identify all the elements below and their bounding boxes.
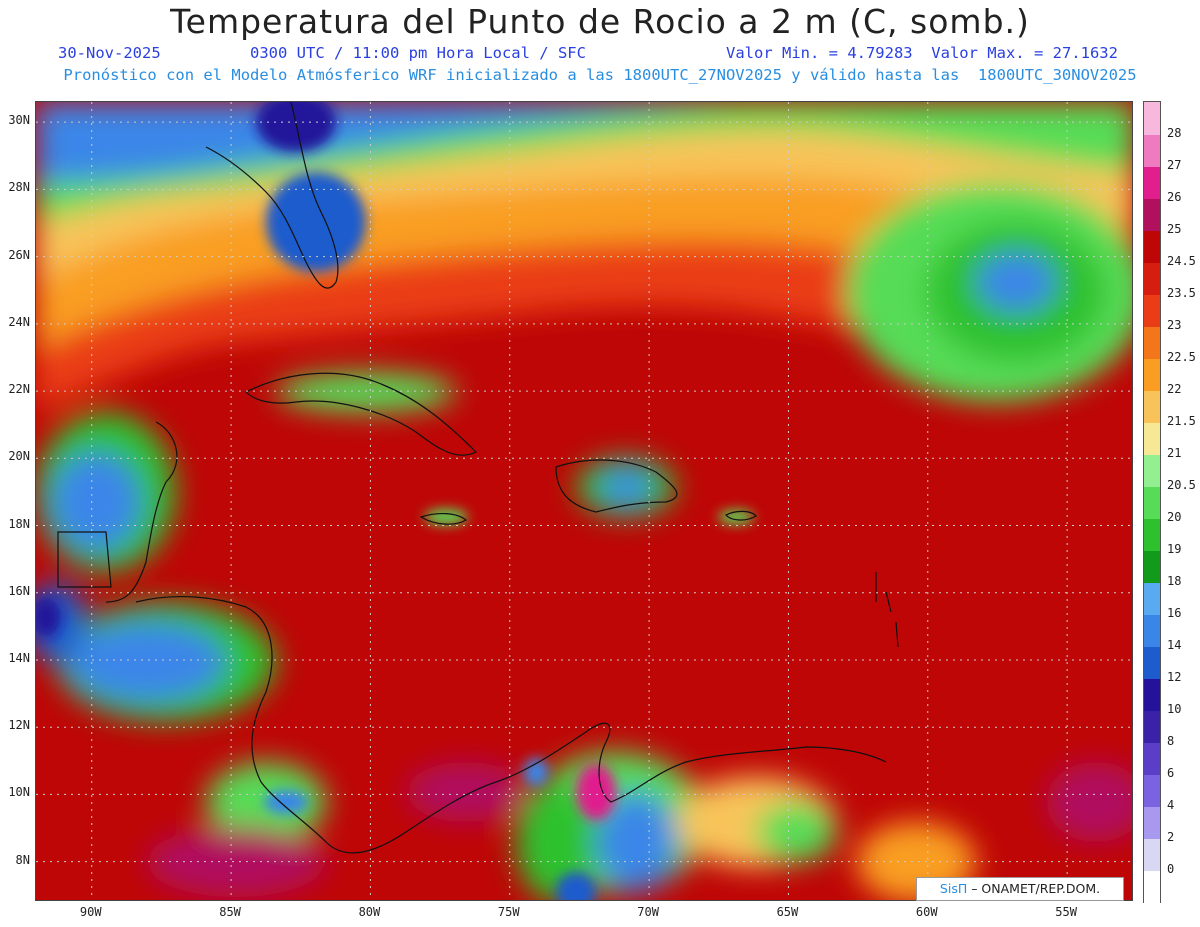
lon-tick-label: 85W	[219, 905, 241, 919]
legend-swatch	[1144, 166, 1160, 199]
legend-level-label: 16	[1167, 606, 1182, 620]
legend-level-label: 25	[1167, 222, 1182, 236]
lon-tick-label: 80W	[358, 905, 381, 919]
color-legend	[1143, 101, 1161, 903]
legend-level-label: 23.5	[1167, 286, 1196, 300]
lon-tick-label: 60W	[915, 905, 938, 919]
legend-swatch	[1144, 230, 1160, 263]
map-canvas	[36, 102, 1132, 900]
lon-tick-label: 70W	[637, 905, 659, 919]
legend-level-label: 21	[1167, 446, 1182, 460]
legend-swatch	[1144, 646, 1160, 679]
legend-swatch	[1144, 710, 1160, 743]
legend-level-label: 28	[1167, 126, 1182, 140]
legend-swatch	[1144, 518, 1160, 551]
legend-level-label: 19	[1167, 542, 1182, 556]
lat-tick-label: 14N	[8, 650, 30, 665]
legend-level-label: 27	[1167, 158, 1182, 172]
lon-tick-label: 55W	[1055, 905, 1077, 919]
legend-level-label: 23	[1167, 318, 1182, 332]
lon-tick-label: 65W	[776, 905, 799, 919]
date-label: 30-Nov-2025	[58, 44, 161, 62]
lat-tick-label: 8N	[15, 852, 30, 867]
legend-level-label: 14	[1167, 638, 1182, 652]
legend-level-label: 22.5	[1167, 350, 1196, 364]
legend-swatch	[1144, 742, 1160, 775]
dewpoint-map	[35, 101, 1133, 901]
time-label: 0300 UTC / 11:00 pm Hora Local / SFC	[250, 44, 586, 62]
lat-tick-label: 18N	[8, 516, 30, 531]
legend-swatch	[1144, 198, 1160, 231]
legend-swatch	[1144, 678, 1160, 711]
graticule	[36, 102, 1132, 900]
legend-level-label: 10	[1167, 702, 1182, 716]
legend-level-label: 0	[1167, 862, 1175, 876]
lat-tick-label: 26N	[8, 247, 30, 262]
legend-swatch	[1144, 454, 1160, 487]
legend-swatch	[1144, 422, 1160, 455]
legend-level-label: 20	[1167, 510, 1182, 524]
lon-tick-label: 75W	[497, 905, 520, 919]
minmax-label: Valor Min. = 4.79283 Valor Max. = 27.163…	[726, 44, 1118, 62]
legend-swatch	[1144, 582, 1160, 615]
legend-swatch	[1144, 614, 1160, 647]
legend-level-label: 18	[1167, 574, 1182, 588]
coastlines	[57, 102, 899, 854]
legend-level-label: 22	[1167, 382, 1182, 396]
legend-level-label: 24.5	[1167, 254, 1196, 268]
legend-level-label: 2	[1167, 830, 1175, 844]
lat-tick-label: 12N	[8, 718, 30, 733]
legend-swatch	[1144, 294, 1160, 327]
legend-swatch	[1144, 550, 1160, 583]
legend-level-label: 6	[1167, 766, 1175, 780]
legend-swatch	[1144, 358, 1160, 391]
credit-text: – ONAMET/REP.DOM.	[967, 881, 1101, 896]
legend-swatch	[1144, 838, 1160, 871]
legend-swatch	[1144, 326, 1160, 359]
legend-swatch	[1144, 262, 1160, 295]
legend-level-label: 26	[1167, 190, 1182, 204]
lon-tick-label: 90W	[79, 905, 102, 919]
sispi-logo: SisΠ	[939, 881, 968, 896]
lat-tick-label: 10N	[8, 785, 30, 800]
legend-swatch	[1144, 774, 1160, 807]
credit-box: SisΠ – ONAMET/REP.DOM.	[916, 877, 1124, 901]
legend-swatch	[1144, 486, 1160, 519]
lat-tick-label: 20N	[8, 449, 30, 464]
dewpoint-detail	[36, 102, 754, 900]
lat-tick-label: 28N	[8, 180, 30, 195]
legend-level-label: 20.5	[1167, 478, 1196, 492]
legend-swatch	[1144, 390, 1160, 423]
legend-swatch	[1144, 806, 1160, 839]
lat-tick-label: 16N	[8, 583, 30, 598]
legend-level-label: 21.5	[1167, 414, 1196, 428]
lat-tick-label: 30N	[8, 113, 30, 128]
legend-level-label: 4	[1167, 798, 1175, 812]
legend-swatch	[1144, 870, 1160, 903]
legend-swatch	[1144, 134, 1160, 167]
legend-level-label: 8	[1167, 734, 1175, 748]
legend-swatch	[1144, 102, 1160, 135]
model-info-line: Pronóstico con el Modelo Atmósferico WRF…	[63, 66, 1137, 84]
map-title: Temperatura del Punto de Rocio a 2 m (C,…	[170, 2, 1030, 41]
lat-tick-label: 24N	[8, 314, 30, 329]
legend-level-label: 12	[1167, 670, 1182, 684]
lat-tick-label: 22N	[8, 382, 30, 397]
